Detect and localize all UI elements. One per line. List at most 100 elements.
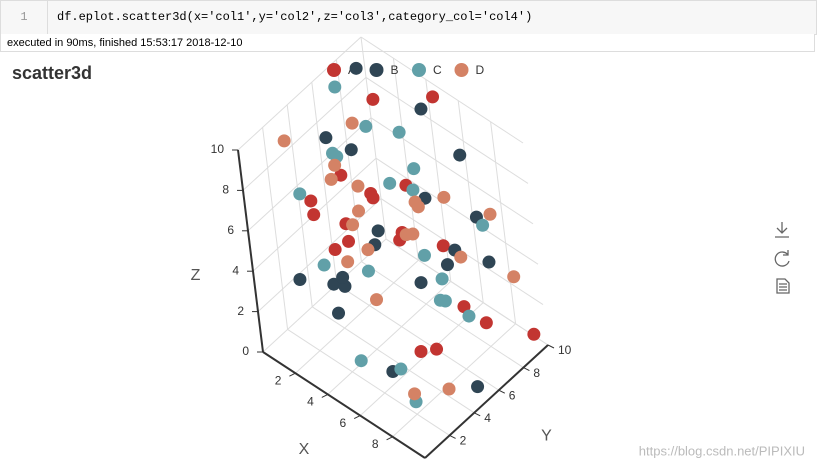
x-tick (353, 415, 361, 420)
point (437, 190, 451, 204)
point (277, 134, 291, 148)
point (349, 61, 363, 75)
grid-line (385, 238, 549, 346)
legend-label: D (476, 63, 485, 77)
point (304, 194, 318, 208)
point (453, 148, 467, 162)
point (392, 125, 406, 139)
grid-line (262, 127, 289, 330)
legend-marker (412, 63, 426, 77)
data-view-icon[interactable] (776, 278, 790, 294)
grid-line (392, 58, 419, 261)
y-tick (449, 434, 456, 439)
point (317, 258, 331, 272)
point (462, 309, 476, 323)
point (326, 146, 340, 160)
point (352, 204, 366, 218)
point (383, 176, 397, 190)
legend-marker (454, 63, 469, 77)
grid-line (247, 117, 372, 232)
point (328, 80, 342, 94)
point (417, 248, 431, 262)
grid-line (242, 77, 367, 191)
point (507, 270, 521, 284)
x-tick-label: 2 (275, 373, 282, 387)
point (361, 243, 375, 257)
point (433, 293, 447, 307)
chart-title: scatter3d (12, 63, 92, 83)
point (307, 208, 321, 222)
z-tick-label: 6 (227, 223, 234, 237)
y-tick-label: 2 (460, 434, 467, 448)
grid-line (336, 283, 500, 391)
watermark: https://blog.csdn.net/PIPIXIU (639, 443, 805, 458)
y-tick-label: 6 (509, 388, 516, 402)
y-tick (523, 367, 530, 372)
x-tick-label: 4 (307, 395, 314, 409)
z-tick-label: 4 (232, 263, 239, 277)
x-tick (386, 436, 393, 441)
point (394, 362, 408, 376)
code-cell[interactable]: 1 df.eplot.scatter3d(x='col1',y='col2',z… (0, 0, 817, 35)
point (414, 276, 428, 290)
point (440, 258, 454, 272)
grid-line (361, 261, 524, 369)
point (371, 224, 385, 238)
y-tick (498, 389, 506, 394)
z-tick-label: 2 (237, 304, 244, 318)
grid-line (365, 76, 529, 184)
x-tick-label: 8 (372, 437, 379, 451)
grid-line (360, 36, 524, 144)
legend-marker (327, 63, 341, 77)
point (327, 277, 341, 291)
x-tick (289, 372, 296, 377)
point (430, 342, 444, 356)
grid-line (295, 259, 419, 374)
point (351, 179, 365, 193)
point (411, 200, 425, 214)
y-tick-label: 10 (558, 343, 572, 357)
legend-marker (369, 63, 384, 77)
x-axis-label: X (299, 441, 310, 458)
y-tick-label: 4 (484, 411, 491, 425)
grid-line (360, 36, 387, 240)
grid-line (257, 198, 382, 312)
legend-label: B (391, 63, 399, 77)
point (342, 234, 356, 248)
toolbox (774, 222, 790, 294)
z-tick-label: 0 (242, 344, 249, 358)
point (406, 227, 420, 241)
point (442, 382, 456, 396)
grid-line (262, 238, 387, 353)
y-axis-label: Y (541, 428, 552, 445)
y-tick (473, 412, 481, 417)
point (483, 207, 497, 221)
point (366, 191, 380, 205)
download-icon[interactable] (775, 222, 789, 238)
point (332, 306, 346, 320)
grid-line (287, 328, 450, 436)
point (435, 272, 449, 286)
legend-label: C (433, 63, 442, 77)
point (336, 270, 350, 284)
grid-line (359, 302, 484, 416)
grid-line (327, 281, 452, 395)
restore-icon[interactable] (774, 250, 790, 267)
execution-status: executed in 90ms, finished 15:53:17 2018… (0, 34, 815, 52)
y-tick (547, 344, 555, 349)
x-tick-label: 6 (340, 416, 347, 430)
cell-code: df.eplot.scatter3d(x='col1',y='col2',z='… (57, 10, 533, 24)
grid-line (457, 100, 484, 303)
point (341, 255, 355, 269)
point (345, 116, 359, 130)
point (479, 316, 493, 330)
z-axis (237, 149, 264, 353)
x-tick (321, 393, 329, 398)
point (344, 143, 358, 157)
point (471, 380, 485, 394)
grid-line (311, 306, 475, 414)
point (354, 354, 368, 368)
grid-line (375, 157, 539, 265)
